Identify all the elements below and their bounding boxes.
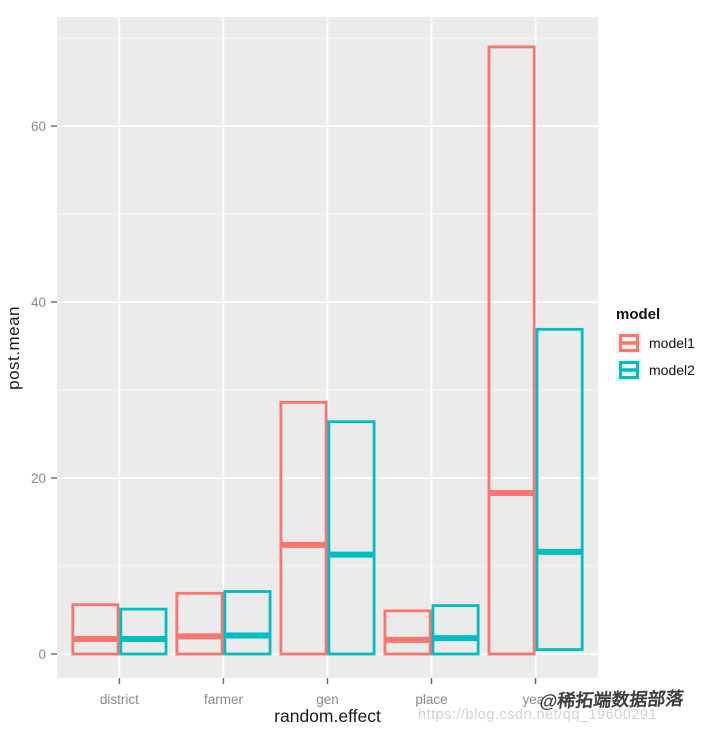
x-tick-label: farmer <box>204 692 244 707</box>
legend-key-icon-model1 <box>616 332 642 354</box>
x-axis-title: random.effect <box>274 706 381 726</box>
y-tick-label: 20 <box>31 471 46 486</box>
y-tick-label: 60 <box>31 119 46 134</box>
crossbar-model1-place <box>383 609 432 656</box>
legend-title: model <box>616 306 661 323</box>
legend-item-model2: model2 <box>616 359 695 381</box>
legend-label-model2: model2 <box>649 362 695 378</box>
crossbar-model1-gen <box>279 400 328 656</box>
x-tick-label: district <box>100 692 139 707</box>
crossbar-model2-district <box>119 607 168 656</box>
y-axis-title-text: post.mean <box>4 305 23 390</box>
crossbar-model2-gen <box>327 420 376 656</box>
x-tick-label: place <box>415 692 447 707</box>
crossbar-model2-place <box>431 604 480 656</box>
y-tick-label: 40 <box>31 295 46 310</box>
legend-label-model1: model1 <box>649 335 695 351</box>
watermark-url: https://blog.csdn.net/qq_19600291 <box>418 707 658 723</box>
legend: model model1 model2 <box>616 306 695 386</box>
legend-items: model1 model2 <box>616 332 695 381</box>
crossbar-model1-farmer <box>175 591 224 656</box>
y-tick-label: 0 <box>38 647 46 662</box>
crossbar-model1-district <box>71 603 120 656</box>
x-tick-label: gen <box>316 692 339 707</box>
crossbar-model2-year <box>535 327 584 651</box>
watermark-brand: @稀拓端数据部落 <box>538 688 685 712</box>
legend-key-icon-model2 <box>616 359 642 381</box>
crossbar-model1-year <box>487 45 536 656</box>
y-axis-title: post.mean <box>4 17 24 678</box>
crossbar-model2-farmer <box>223 590 272 656</box>
x-tick-label: year <box>522 692 549 707</box>
legend-item-model1: model1 <box>616 332 695 354</box>
